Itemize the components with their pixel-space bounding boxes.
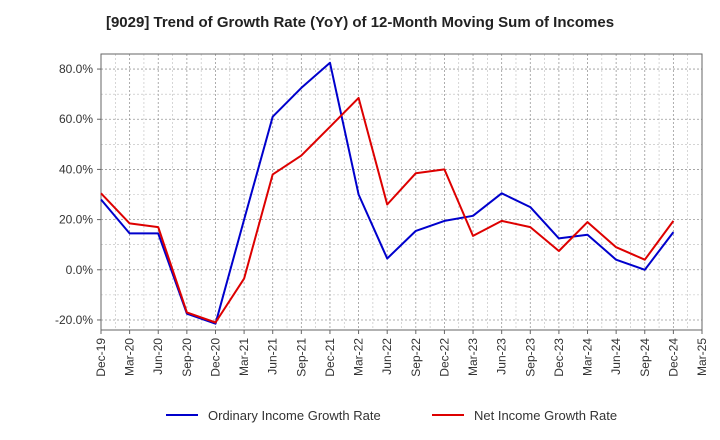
x-tick-label: Sep-23 [523,338,537,377]
legend-label-ordinary: Ordinary Income Growth Rate [208,407,381,423]
y-tick-label: 80.0% [59,62,93,76]
x-tick-label: Jun-21 [266,338,280,375]
y-tick-label: -20.0% [55,313,93,327]
x-tick-label: Sep-24 [638,338,652,377]
x-tick-label: Dec-21 [323,338,337,377]
x-tick-label: Mar-23 [466,338,480,376]
x-tick-label: Jun-23 [495,338,509,375]
y-tick-label: 60.0% [59,112,93,126]
y-tick-label: 0.0% [66,263,94,277]
x-tick-label: Dec-22 [437,338,451,377]
x-tick-label: Dec-19 [94,338,108,377]
x-tick-label: Dec-24 [666,338,680,377]
x-tick-label: Dec-23 [552,338,566,377]
line-chart: -20.0% 0.0% 20.0% 40.0% 60.0% 80.0% Dec-19 Mar-… [55,53,709,377]
x-tick-label: Mar-22 [352,338,366,376]
x-tick-label: Mar-21 [237,338,251,376]
x-tick-label: Jun-22 [380,338,394,375]
x-tick-label: Mar-25 [695,338,709,376]
y-tick-label: 40.0% [59,162,93,176]
legend-swatch-ordinary [166,414,198,416]
x-tick-label: Jun-24 [609,338,623,375]
series-line-net-income [100,96,675,324]
legend: Ordinary Income Growth Rate Net Income G… [0,404,720,426]
legend-item-net: Net Income Growth Rate [432,404,617,426]
x-tick-label: Sep-22 [409,338,423,377]
x-tick-label: Dec-20 [208,338,222,377]
legend-label-net: Net Income Growth Rate [474,407,618,423]
x-tick-label: Sep-20 [180,338,194,377]
legend-swatch-net [432,414,464,416]
x-tick-label: Mar-20 [123,338,137,376]
legend-item-ordinary: Ordinary Income Growth Rate [166,404,381,426]
series-line-ordinary-income [100,61,675,325]
x-tick-label: Mar-24 [581,338,595,376]
plot-frame [100,53,703,331]
chart-title: [9029] Trend of Growth Rate (YoY) of 12-… [105,14,615,31]
y-tick-label: 20.0% [59,213,93,227]
x-tick-label: Sep-21 [294,338,308,377]
x-tick-label: Jun-20 [151,338,165,375]
